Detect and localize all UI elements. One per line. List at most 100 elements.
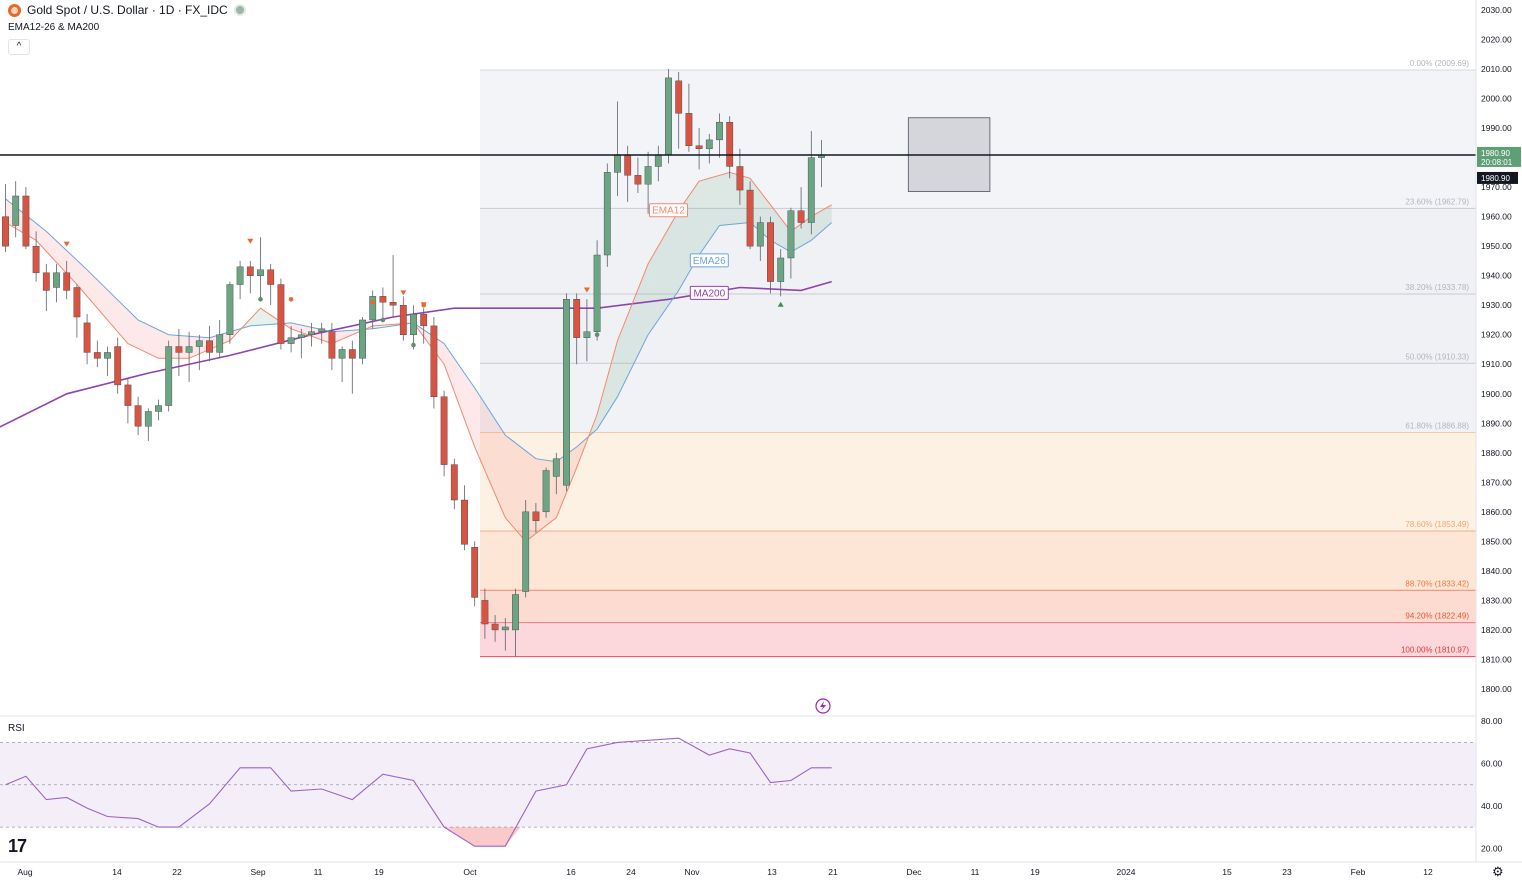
candle-body (644, 166, 652, 185)
candle-body (583, 331, 591, 338)
time-tick-label: 14 (112, 867, 122, 877)
time-tick-label: 19 (374, 867, 384, 877)
fib-level-label: 0.00% (2009.69) (1410, 59, 1469, 68)
time-tick-label: 23 (1282, 867, 1292, 877)
sell-signal-marker (400, 290, 407, 296)
candle-body (206, 340, 213, 353)
ema-cloud-segment (505, 435, 516, 530)
buy-signal-marker (777, 301, 784, 307)
lightning-icon[interactable] (815, 698, 831, 714)
ema-cloud-segment (127, 309, 139, 349)
candle-body (83, 322, 91, 353)
time-tick-label: Feb (1351, 867, 1366, 877)
candle-body (501, 626, 509, 631)
price-tick-label: 2000.00 (1481, 94, 1512, 104)
sell-signal-marker (583, 287, 590, 293)
candle-body (654, 154, 662, 167)
ema-cloud-segment (688, 181, 700, 273)
price-tick-label: 1880.00 (1481, 448, 1512, 458)
candle-body (522, 511, 530, 592)
ema-cloud-segment (801, 216, 812, 247)
ma200-line (0, 280, 832, 428)
price-tick-label: 1850.00 (1481, 536, 1512, 546)
last-price-tag[interactable] (1477, 146, 1521, 167)
fib-zone (480, 622, 1476, 657)
settings-gear-icon[interactable]: ⚙ (1492, 864, 1504, 879)
ma-labels: EMA12 EMA26 MA200 (649, 203, 729, 300)
candle-body (328, 331, 336, 359)
price-tick-label: 1800.00 (1481, 684, 1512, 694)
price-tick-label: 1950.00 (1481, 241, 1512, 251)
ema-cloud-segment (474, 387, 485, 471)
gold-icon (8, 3, 21, 17)
candle-body (563, 299, 570, 486)
candle-body (593, 254, 601, 332)
ema-cloud-segment (342, 330, 353, 340)
candle-body (491, 623, 499, 631)
candle-body (104, 352, 111, 359)
price-tick-label: 1890.00 (1481, 418, 1512, 428)
candle-body (93, 352, 101, 359)
rsi-tick-label: 20.00 (1481, 843, 1503, 853)
candle-body (705, 139, 713, 149)
price-tick-label: 1930.00 (1481, 300, 1512, 310)
ema-cloud-segment (97, 279, 108, 320)
time-tick-label: 19 (1030, 867, 1040, 877)
candle-body (32, 245, 40, 273)
market-status-icon (233, 4, 246, 16)
ema-cloud-segment (821, 204, 832, 232)
candle-body (797, 210, 805, 223)
ema-cloud-segment (107, 289, 118, 332)
candle-body (12, 195, 20, 226)
candle-body (379, 296, 387, 303)
candle-body (461, 499, 468, 545)
ema-cloud-segment (291, 322, 302, 333)
candle-body (787, 210, 795, 259)
ema-cloud-segment (148, 324, 159, 359)
candle-body (114, 346, 122, 386)
fib-level-label: 38.20% (1933.78) (1405, 283, 1469, 292)
ema-cloud-segment (668, 210, 679, 306)
ma-label-box (689, 253, 729, 268)
ema-cloud-segment (454, 358, 465, 420)
candle-body (685, 113, 693, 146)
line-price-tag[interactable] (1477, 171, 1518, 184)
candle-body (348, 349, 356, 359)
time-tick-label: 11 (971, 867, 980, 877)
rsi-pane (0, 715, 1476, 847)
candle-body (124, 384, 132, 406)
fib-level-label: 78.60% (1853.49) (1405, 520, 1469, 529)
symbol-header[interactable]: Gold Spot / U.S. Dollar · 1D · FX_IDC (8, 3, 246, 17)
candle-body (22, 195, 30, 247)
fibonacci-retracement[interactable]: 0.00% (2009.69) 23.60% (1962.79) 38.20% (1… (480, 59, 1476, 658)
candle-body (369, 296, 377, 321)
collapse-button[interactable]: ^ (8, 39, 30, 55)
candle-body (155, 405, 162, 412)
candle-body (257, 269, 264, 276)
time-tick-label: 24 (626, 867, 636, 877)
ema-cloud-segment (648, 246, 659, 335)
fib-level-label: 88.70% (1833.42) (1405, 579, 1469, 588)
candle-body (216, 334, 224, 353)
candle-body (267, 269, 275, 285)
candle-body (308, 331, 315, 335)
candle-body (236, 266, 244, 285)
time-tick-label: Aug (17, 867, 32, 877)
candle-body (287, 337, 295, 344)
rsi-tick-label: 80.00 (1481, 716, 1503, 726)
candle-body (165, 346, 173, 406)
candle-body (144, 411, 152, 427)
candle-body (399, 305, 407, 335)
price-tick-label: 1920.00 (1481, 330, 1512, 340)
fib-zone (480, 432, 1476, 532)
candle-body (175, 346, 183, 353)
time-tick-label: 2024 (1117, 867, 1136, 877)
time-tick-label: Nov (684, 867, 700, 877)
candle-body (756, 222, 764, 247)
price-tick-label: 2010.00 (1481, 64, 1512, 74)
price-tick-label: 1870.00 (1481, 477, 1512, 487)
time-tick-label: 13 (767, 867, 777, 877)
price-tick-label: 1990.00 (1481, 123, 1512, 133)
ema-cloud-segment (699, 178, 710, 256)
